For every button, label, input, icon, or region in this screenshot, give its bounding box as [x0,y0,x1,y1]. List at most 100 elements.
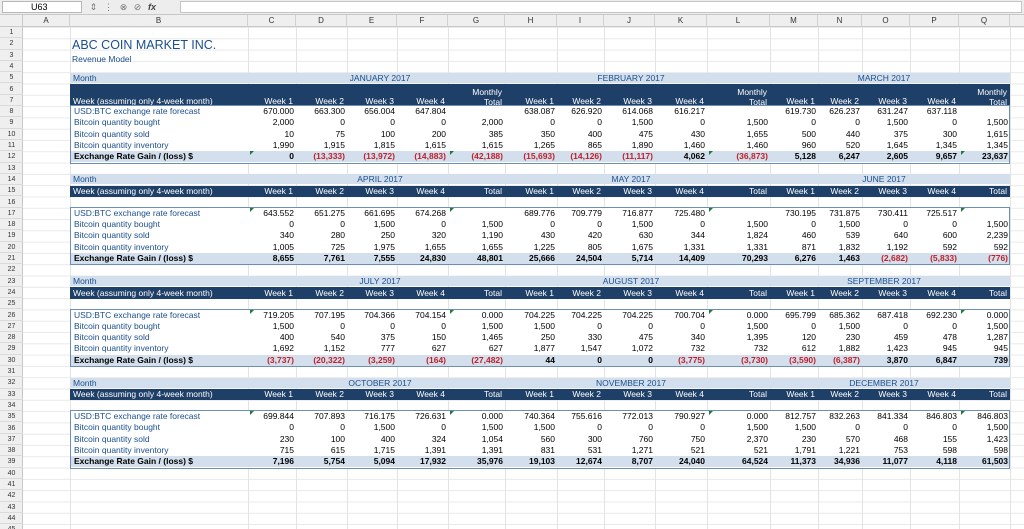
value-cell[interactable]: 1,890 [631,139,653,150]
value-cell[interactable]: (15,693) [523,151,555,162]
value-cell[interactable]: 750 [690,433,705,444]
row-header[interactable]: 11 [0,140,23,152]
value-cell[interactable]: (36,873) [736,151,768,162]
value-cell[interactable]: 1,391 [424,445,446,456]
value-cell[interactable]: (11,117) [622,151,653,162]
value-cell[interactable]: 200 [431,128,446,139]
value-cell[interactable]: 704.225 [622,309,653,320]
value-cell[interactable]: 805 [587,241,602,252]
value-cell[interactable]: 19,103 [529,456,555,467]
row-header[interactable]: 10 [0,129,23,140]
value-cell[interactable]: 4,118 [936,456,957,467]
value-cell[interactable]: 0 [550,117,555,128]
value-cell[interactable]: 777 [380,343,395,354]
value-cell[interactable]: 1,655 [424,241,446,252]
value-cell[interactable]: 0 [597,320,602,331]
value-cell[interactable]: 0 [289,422,294,433]
value-cell[interactable]: 1,190 [481,230,503,241]
value-cell[interactable]: 704.154 [415,309,446,320]
value-cell[interactable]: 0 [903,219,908,230]
value-cell[interactable]: 0 [700,219,705,230]
column-header[interactable]: B [70,15,248,27]
value-cell[interactable]: 1,500 [533,320,555,331]
value-cell[interactable]: 300 [942,128,957,139]
value-cell[interactable]: 230 [279,433,294,444]
value-cell[interactable]: 616.217 [674,106,705,117]
value-cell[interactable]: 1,500 [631,117,653,128]
value-cell[interactable]: 1,423 [986,433,1008,444]
row-header[interactable]: 18 [0,219,23,231]
value-cell[interactable]: 1,500 [746,219,768,230]
value-cell[interactable]: 24,504 [576,252,602,263]
row-header[interactable]: 43 [0,502,23,513]
column-header[interactable]: M [770,15,818,27]
value-cell[interactable]: 10 [284,128,294,139]
value-cell[interactable]: 753 [893,445,908,456]
value-cell[interactable]: 520 [845,139,860,150]
row-header[interactable]: 2 [0,38,23,50]
value-cell[interactable]: 755.616 [571,411,602,422]
row-header[interactable]: 32 [0,377,23,389]
column-header[interactable]: A [23,15,70,27]
value-cell[interactable]: 1,072 [631,343,653,354]
column-header[interactable]: E [347,15,397,27]
value-cell[interactable]: 375 [893,128,908,139]
value-cell[interactable]: 1,692 [272,343,294,354]
value-cell[interactable]: 320 [431,230,446,241]
value-cell[interactable]: (3,259) [368,354,395,365]
value-cell[interactable]: (13,333) [313,151,345,162]
value-cell[interactable]: 100 [380,128,395,139]
value-cell[interactable]: 707.195 [314,309,345,320]
value-cell[interactable]: 832.263 [829,411,860,422]
value-cell[interactable]: 400 [279,332,294,343]
column-header[interactable]: K [655,15,707,27]
value-cell[interactable]: 670.000 [263,106,294,117]
row-header[interactable]: 17 [0,208,23,220]
value-cell[interactable]: 1,500 [838,320,860,331]
value-cell[interactable]: 6,276 [794,252,816,263]
value-cell[interactable]: 14,409 [679,252,705,263]
value-cell[interactable]: 375 [380,332,395,343]
value-cell[interactable]: 731.875 [829,207,860,218]
value-cell[interactable]: 730.411 [877,207,908,218]
value-cell[interactable]: 0 [289,219,294,230]
value-cell[interactable]: (3,775) [678,354,705,365]
value-cell[interactable]: 1,990 [272,139,294,150]
value-cell[interactable] [708,208,768,219]
value-cell[interactable]: 459 [893,332,908,343]
value-cell[interactable] [960,208,1008,219]
value-cell[interactable]: (14,126) [570,151,602,162]
value-cell[interactable]: 70,293 [742,252,768,263]
value-cell[interactable]: 730.195 [785,207,816,218]
value-cell[interactable]: 600 [942,230,957,241]
value-cell[interactable]: 2,239 [986,230,1008,241]
value-cell[interactable]: 0 [903,422,908,433]
value-cell[interactable]: 598 [993,445,1008,456]
value-cell[interactable]: 0 [811,320,816,331]
value-cell[interactable]: 350 [540,128,555,139]
row-header[interactable]: 34 [0,400,23,412]
value-cell[interactable]: 695.799 [785,309,816,320]
column-header[interactable]: O [862,15,910,27]
value-cell[interactable]: 1,423 [886,343,908,354]
value-cell[interactable]: 1,615 [986,128,1008,139]
value-cell[interactable]: 34,936 [834,456,860,467]
row-header[interactable]: 19 [0,230,23,242]
value-cell[interactable]: 945 [942,343,957,354]
value-cell[interactable]: 1,615 [424,139,446,150]
column-header[interactable]: Q [959,15,1010,27]
value-cell[interactable]: 8,655 [272,252,294,263]
column-header[interactable]: G [448,15,505,27]
column-header[interactable]: F [397,15,448,27]
value-cell[interactable]: 1,345 [935,139,957,150]
value-cell[interactable]: 1,500 [631,219,653,230]
row-header[interactable]: 9 [0,117,23,129]
column-header[interactable]: L [707,15,770,27]
value-cell[interactable]: 643.552 [263,207,294,218]
value-cell[interactable]: 960 [801,139,816,150]
value-cell[interactable]: 230 [845,332,860,343]
row-header[interactable]: 8 [0,106,23,118]
value-cell[interactable]: 6,247 [838,151,860,162]
value-cell[interactable]: 1,815 [373,139,395,150]
value-cell[interactable]: 687.418 [877,309,908,320]
